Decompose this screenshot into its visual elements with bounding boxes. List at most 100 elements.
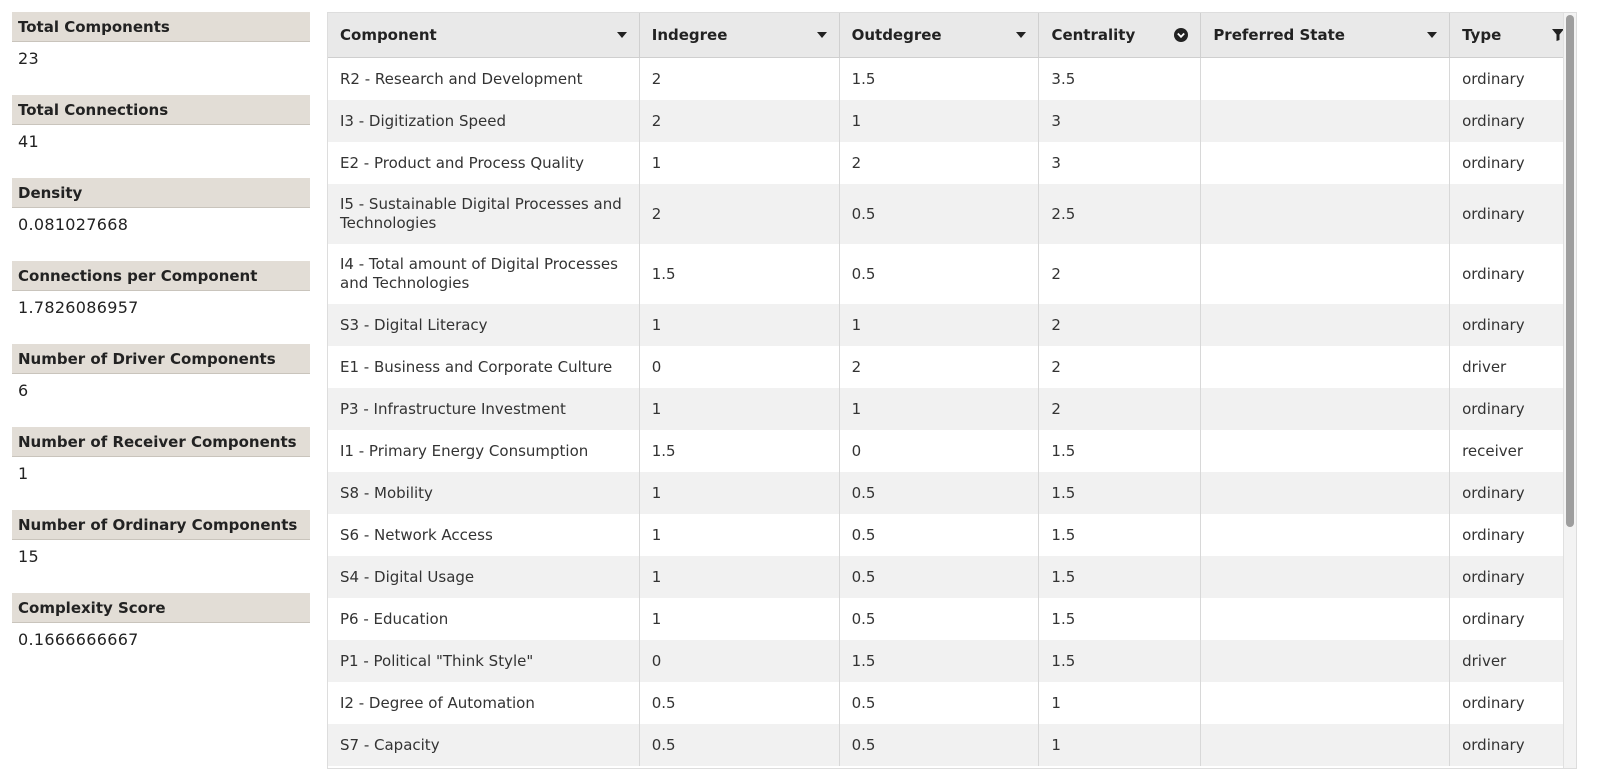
table-row[interactable]: P3 - Infrastructure Investment 1 1 2 ord… [328,388,1576,430]
column-header-type[interactable]: Type [1450,13,1576,57]
cell-outdegree: 0.5 [840,472,1040,514]
stat-label: Density [12,178,310,208]
cell-indegree: 1 [640,304,840,346]
cell-preferred-state[interactable] [1201,184,1451,244]
cell-type: ordinary [1462,609,1525,628]
cell-component: E2 - Product and Process Quality [328,142,640,184]
cell-type: ordinary [1462,153,1525,172]
cell-preferred-state[interactable] [1201,346,1451,388]
cell-component: S4 - Digital Usage [328,556,640,598]
cell-indegree: 1.5 [640,244,840,304]
column-header-indegree[interactable]: Indegree [640,13,840,57]
cell-preferred-state[interactable] [1201,472,1451,514]
cell-preferred-state[interactable] [1201,598,1451,640]
cell-preferred-state[interactable] [1201,430,1451,472]
table-row[interactable]: E1 - Business and Corporate Culture 0 2 … [328,346,1576,388]
cell-centrality: 1.5 [1039,430,1202,472]
cell-centrality: 1 [1039,724,1202,766]
table-row[interactable]: I2 - Degree of Automation 0.5 0.5 1 ordi… [328,682,1576,724]
cell-preferred-state[interactable] [1201,556,1451,598]
stat-connections-per-component: Connections per Component 1.7826086957 [12,261,310,344]
caret-down-icon[interactable] [816,13,827,57]
table-row[interactable]: E2 - Product and Process Quality 1 2 3 o… [328,142,1576,184]
stat-total-components: Total Components 23 [12,12,310,95]
column-header-centrality[interactable]: Centrality [1039,13,1202,57]
cell-component: P6 - Education [328,598,640,640]
caret-down-icon[interactable] [1427,13,1438,57]
column-header-label: Indegree [651,26,728,44]
cell-component: I2 - Degree of Automation [328,682,640,724]
cell-centrality: 2 [1039,304,1202,346]
cell-preferred-state[interactable] [1201,640,1451,682]
cell-preferred-state[interactable] [1201,142,1451,184]
column-header-label: Centrality [1051,26,1136,44]
column-header-label: Type [1462,26,1502,44]
column-header-preferred-state[interactable]: Preferred State [1201,13,1451,57]
cell-type: ordinary [1462,264,1525,283]
cell-component: S8 - Mobility [328,472,640,514]
cell-preferred-state[interactable] [1201,58,1451,100]
table-row[interactable]: S6 - Network Access 1 0.5 1.5 ordinary [328,514,1576,556]
cell-component: P3 - Infrastructure Investment [328,388,640,430]
column-header-outdegree[interactable]: Outdegree [840,13,1040,57]
stat-value: 41 [18,132,39,151]
stat-total-connections: Total Connections 41 [12,95,310,178]
scrollbar-thumb[interactable] [1566,15,1574,527]
sort-descending-circle-icon[interactable] [1174,13,1189,57]
cell-preferred-state[interactable] [1201,304,1451,346]
cell-centrality: 1 [1039,682,1202,724]
table-row[interactable]: I3 - Digitization Speed 2 1 3 ordinary [328,100,1576,142]
cell-preferred-state[interactable] [1201,682,1451,724]
cell-outdegree: 2 [840,346,1040,388]
caret-down-icon[interactable] [1016,13,1027,57]
table-row[interactable]: S8 - Mobility 1 0.5 1.5 ordinary [328,472,1576,514]
cell-centrality: 3 [1039,100,1202,142]
table-row[interactable]: I5 - Sustainable Digital Processes and T… [328,184,1576,244]
cell-component: S3 - Digital Literacy [328,304,640,346]
cell-component: E1 - Business and Corporate Culture [328,346,640,388]
stats-panel: Total Components 23 Total Connections 41… [12,12,310,676]
stat-label: Complexity Score [12,593,310,623]
cell-indegree: 0.5 [640,724,840,766]
cell-outdegree: 0.5 [840,556,1040,598]
vertical-scrollbar[interactable] [1563,13,1576,768]
cell-preferred-state[interactable] [1201,244,1451,304]
cell-component: I5 - Sustainable Digital Processes and T… [328,184,640,244]
table-row[interactable]: S7 - Capacity 0.5 0.5 1 ordinary [328,724,1576,766]
stat-value: 0.1666666667 [18,630,139,649]
table-row[interactable]: R2 - Research and Development 2 1.5 3.5 … [328,58,1576,100]
cell-outdegree: 0.5 [840,244,1040,304]
cell-type: ordinary [1462,315,1525,334]
table-row[interactable]: I4 - Total amount of Digital Processes a… [328,244,1576,304]
cell-preferred-state[interactable] [1201,100,1451,142]
caret-down-icon[interactable] [616,13,627,57]
column-header-label: Component [340,26,437,44]
stat-label: Number of Receiver Components [12,427,310,457]
stat-label: Number of Driver Components [12,344,310,374]
stat-label: Connections per Component [12,261,310,291]
cell-type: ordinary [1462,399,1525,418]
cell-outdegree: 1.5 [840,640,1040,682]
cell-indegree: 2 [640,58,840,100]
cell-outdegree: 2 [840,142,1040,184]
table-row[interactable]: S3 - Digital Literacy 1 1 2 ordinary [328,304,1576,346]
cell-type: ordinary [1462,567,1525,586]
table-row[interactable]: S4 - Digital Usage 1 0.5 1.5 ordinary [328,556,1576,598]
cell-type: driver [1462,357,1507,376]
column-header-component[interactable]: Component [328,13,640,57]
table-row[interactable]: P6 - Education 1 0.5 1.5 ordinary [328,598,1576,640]
cell-type: ordinary [1462,735,1525,754]
cell-preferred-state[interactable] [1201,724,1451,766]
table-row[interactable]: P1 - Political "Think Style" 0 1.5 1.5 d… [328,640,1576,682]
filter-icon[interactable] [1552,13,1565,57]
cell-centrality: 2 [1039,388,1202,430]
cell-preferred-state[interactable] [1201,514,1451,556]
table-row[interactable]: I1 - Primary Energy Consumption 1.5 0 1.… [328,430,1576,472]
cell-preferred-state[interactable] [1201,388,1451,430]
stat-receiver-components: Number of Receiver Components 1 [12,427,310,510]
stat-value: 6 [18,381,29,400]
stat-driver-components: Number of Driver Components 6 [12,344,310,427]
table-header: Component Indegree Outdegree Centrality [328,13,1576,58]
stat-label: Total Components [12,12,310,42]
